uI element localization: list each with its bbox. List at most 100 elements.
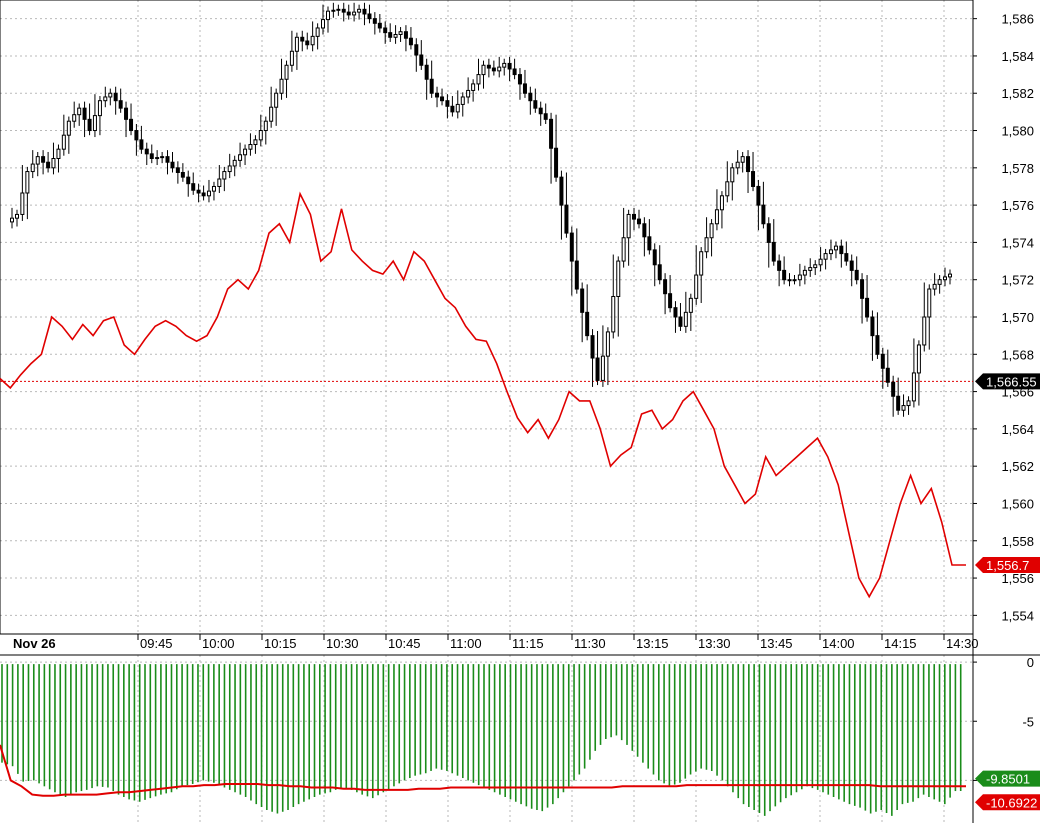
price-tick-label: 1,562 [1001, 459, 1034, 474]
time-tick-label: 13:30 [698, 636, 731, 651]
candle-up [828, 249, 833, 255]
candle-up [15, 213, 19, 219]
candle-down [574, 260, 579, 290]
date-label: Nov 26 [13, 636, 56, 651]
candle-down [113, 92, 118, 102]
candle-down [756, 185, 761, 206]
candle-up [72, 114, 77, 122]
candle-down [419, 54, 424, 66]
time-tick-label: 11:15 [512, 636, 544, 651]
candle-down [424, 64, 429, 80]
candle-down [512, 68, 517, 76]
candle-up [948, 273, 952, 278]
candle-down [766, 223, 771, 243]
candle-up [497, 66, 502, 72]
candle-down [777, 260, 782, 271]
candle-down [585, 311, 590, 337]
candle-up [103, 96, 108, 102]
previous-close-value-label: 1,566.55 [986, 374, 1037, 389]
candle-up [30, 163, 35, 173]
candle-up [310, 35, 315, 46]
comparison-last-value-label: 1,556.7 [986, 558, 1029, 573]
candle-up [92, 115, 97, 132]
time-tick-label: 10:30 [326, 636, 359, 651]
candle-up [611, 295, 616, 333]
candle-up [818, 258, 823, 266]
candle-up [932, 283, 937, 290]
candle-up [719, 195, 724, 211]
candle-up [471, 83, 476, 91]
time-tick-label: 11:00 [450, 636, 482, 651]
candle-down [372, 18, 377, 24]
candle-up [108, 92, 113, 98]
candle-down [300, 36, 305, 42]
candle-down [388, 32, 393, 38]
candle-down [652, 249, 657, 266]
candle-down [751, 171, 756, 187]
candle-down [201, 192, 206, 197]
comparison-line [0, 191, 966, 599]
price-tick-label: 1,560 [1001, 496, 1034, 511]
candle-up [792, 279, 797, 282]
candle-down [191, 183, 196, 191]
candle-up [206, 190, 211, 197]
histogram-last-value-label: -9.8501 [986, 772, 1030, 787]
candle-up [937, 279, 942, 285]
last-value-labels: 1,566.55 1,556.7 -9.8501 -10.6922 [975, 373, 1040, 811]
time-tick-label: 10:45 [388, 636, 421, 651]
candle-down [647, 236, 652, 251]
candle-down [87, 118, 92, 132]
candle-down [175, 167, 180, 173]
price-tick-label: 1,564 [1001, 422, 1034, 437]
candle-up [56, 148, 61, 159]
candle-up [626, 213, 631, 239]
candle-down [549, 118, 554, 149]
indicator-y-axis: 0-5-10 [973, 655, 1034, 788]
candle-down [346, 11, 351, 16]
time-tick-label: 13:45 [760, 636, 793, 651]
candle-up [922, 316, 927, 346]
price-tick-label: 1,570 [1001, 310, 1034, 325]
candle-down [507, 62, 512, 70]
price-tick-label: 1,572 [1001, 273, 1034, 288]
candle-down [129, 118, 134, 132]
time-tick-label: 10:00 [202, 636, 235, 651]
signal-last-value-label-box [975, 794, 1040, 811]
candle-up [688, 297, 693, 313]
histogram-last-value-label-box [975, 770, 1040, 787]
candle-down [761, 204, 766, 225]
candle-down [885, 367, 890, 383]
candle-down [746, 156, 751, 173]
candle-up [393, 33, 398, 38]
candle-down [139, 139, 144, 150]
candle-down [403, 31, 408, 39]
price-tick-label: 1,568 [1001, 347, 1034, 362]
candle-up [274, 92, 279, 108]
candle-up [455, 103, 460, 113]
price-candlesticks [10, 2, 952, 417]
candle-up [502, 62, 507, 68]
candle-down [569, 232, 574, 262]
candle-up [326, 10, 330, 21]
price-tick-label: 1,586 [1001, 12, 1034, 27]
candle-down [673, 307, 678, 318]
candle-up [336, 8, 341, 11]
previous-close-value-label-box [975, 373, 1040, 390]
candle-down [637, 218, 641, 225]
candle-down [305, 40, 310, 46]
candle-down [440, 96, 445, 102]
candle-down [771, 241, 776, 262]
candle-down [875, 335, 880, 355]
candle-up [160, 156, 165, 159]
candle-down [486, 64, 491, 69]
indicator-panel-gridlines [0, 655, 973, 823]
price-tick-label: 1,582 [1001, 86, 1034, 101]
candle-down [678, 316, 683, 327]
candle-up [600, 355, 605, 381]
candle-down [429, 78, 434, 94]
candle-up [740, 156, 745, 163]
candle-down [844, 253, 849, 262]
candle-up [238, 154, 243, 161]
candle-down [124, 107, 129, 120]
candle-down [144, 148, 149, 155]
